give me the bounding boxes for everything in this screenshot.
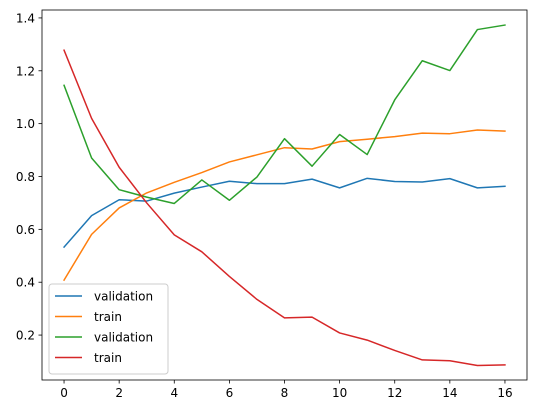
- legend: validation train validation train: [48, 283, 169, 375]
- legend-box: [48, 283, 169, 375]
- legend-label: train: [94, 351, 122, 365]
- x-tick-label: 10: [332, 386, 347, 400]
- y-tick-label: 1.2: [16, 64, 35, 78]
- y-tick-label: 1.4: [16, 11, 35, 25]
- x-tick-label: 4: [170, 386, 178, 400]
- y-tick-label: 0.2: [16, 329, 35, 343]
- y-axis: 0.2 0.4 0.6 0.8 1.0 1.2 1.4: [16, 11, 42, 343]
- y-tick-label: 1.0: [16, 117, 35, 131]
- series-line-4: [63, 49, 506, 367]
- x-tick-label: 12: [387, 386, 402, 400]
- y-tick-label: 0.4: [16, 276, 35, 290]
- plot-lines: [62, 24, 506, 367]
- x-tick-label: 16: [497, 386, 512, 400]
- legend-label: train: [94, 310, 122, 324]
- x-tick-label: 14: [442, 386, 457, 400]
- x-tick-label: 0: [60, 386, 68, 400]
- series-line-3: [63, 24, 506, 205]
- series-line-2: [63, 129, 506, 282]
- series-line-1: [62, 177, 506, 249]
- x-tick-label: 2: [115, 386, 123, 400]
- y-tick-label: 0.8: [16, 170, 35, 184]
- legend-label: validation: [94, 331, 153, 345]
- x-tick-label: 6: [226, 386, 234, 400]
- y-tick-label: 0.6: [16, 223, 35, 237]
- x-tick-label: 8: [281, 386, 289, 400]
- legend-label: validation: [94, 290, 153, 304]
- x-axis: 0 2 4 6 8 10 12 14 16: [60, 380, 513, 400]
